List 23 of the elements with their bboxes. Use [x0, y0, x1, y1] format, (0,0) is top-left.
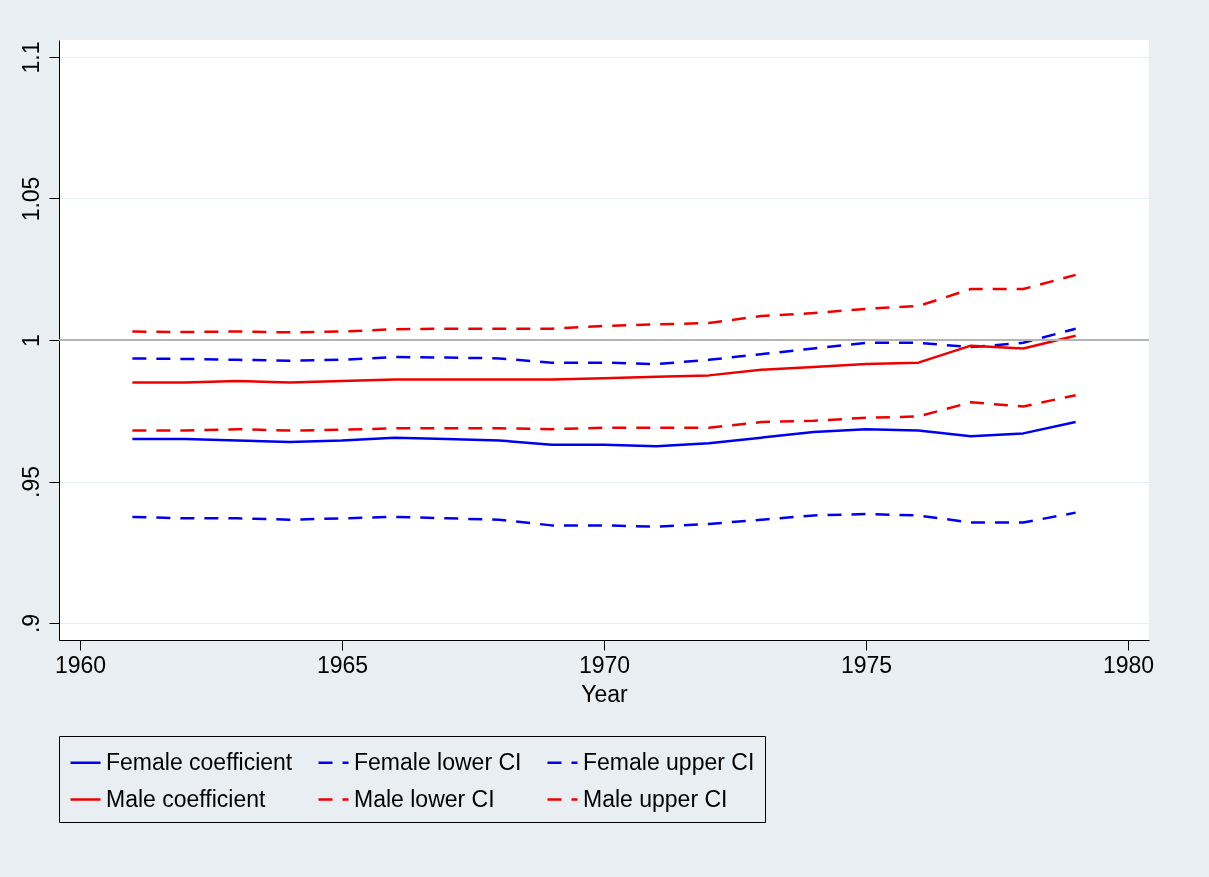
x-tick-label: 1970: [578, 651, 631, 678]
legend-label: Male coefficient: [106, 785, 266, 812]
line-series: [131, 420, 1077, 448]
x-tick-label: 1960: [54, 651, 107, 678]
x-tick-label: 1975: [840, 651, 893, 678]
line-series: [131, 327, 1077, 366]
y-tick-label: .9: [17, 613, 44, 634]
line-series: [131, 511, 1077, 529]
legend-label: Female upper CI: [583, 748, 755, 775]
line-series: [131, 334, 1077, 384]
legend-label: Male lower CI: [354, 785, 495, 812]
y-tick-label: 1: [17, 334, 44, 347]
y-tick-label: 1.05: [17, 176, 44, 222]
y-tick-label: .95: [17, 466, 44, 498]
legend-label: Male upper CI: [583, 785, 728, 812]
line-series: [131, 393, 1077, 432]
x-tick-label: 1965: [316, 651, 369, 678]
x-axis-title: Year: [581, 680, 629, 707]
legend-label: Female lower CI: [354, 748, 522, 775]
legend-label: Female coefficient: [106, 748, 293, 775]
x-tick-label: 1980: [1102, 651, 1155, 678]
y-tick-label: 1.1: [17, 41, 44, 74]
line-series: [131, 273, 1077, 334]
